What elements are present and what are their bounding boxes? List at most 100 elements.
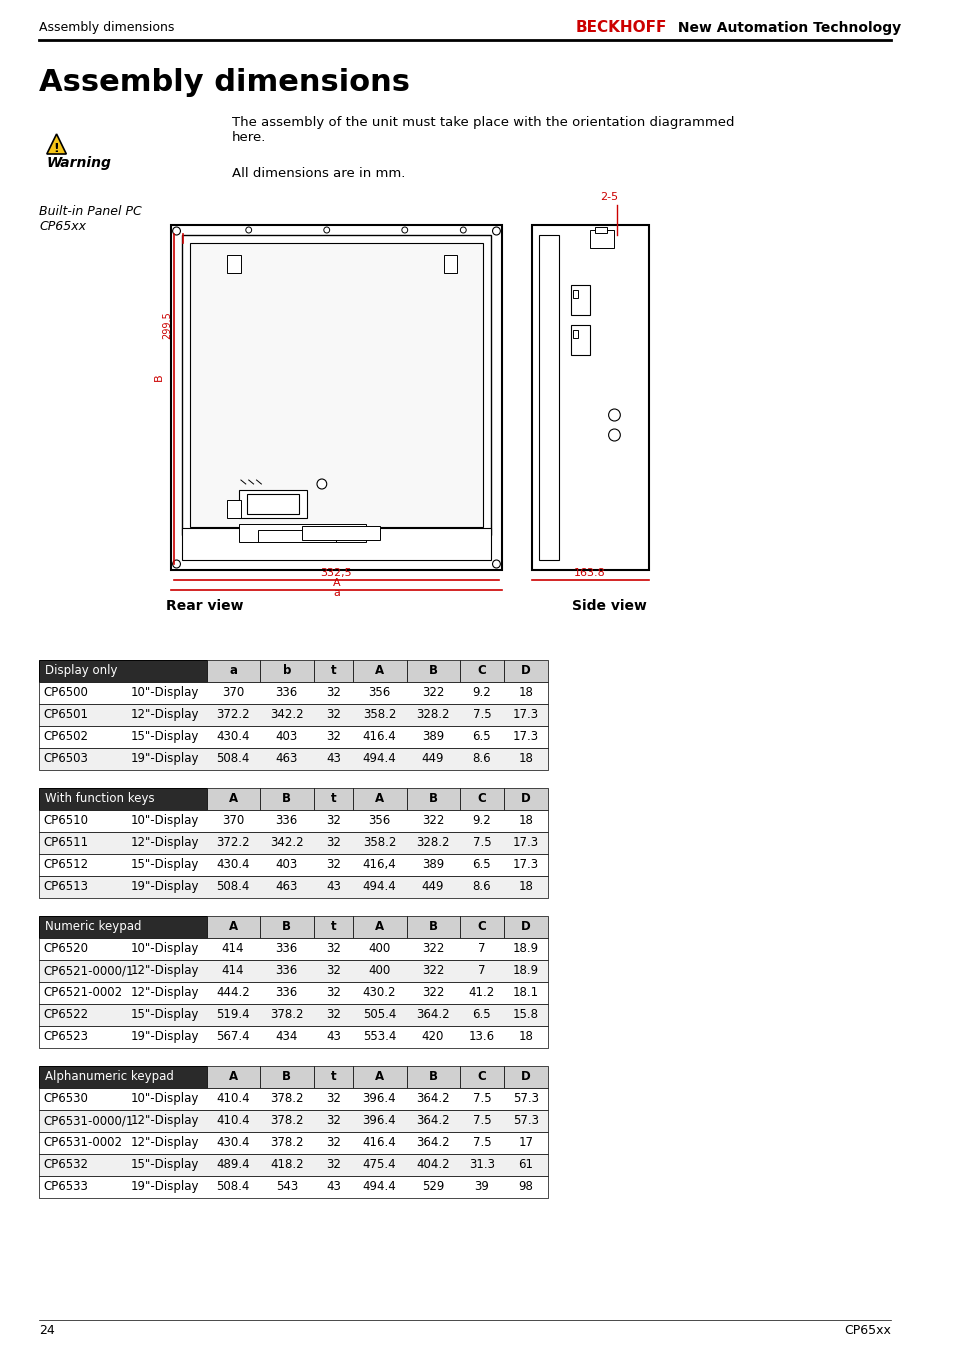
Text: 449: 449 xyxy=(421,753,444,765)
Text: 7.5: 7.5 xyxy=(472,1136,491,1148)
Bar xyxy=(504,1066,548,1088)
Text: 356: 356 xyxy=(368,815,390,827)
Text: 358.2: 358.2 xyxy=(362,836,395,848)
Text: 57.3: 57.3 xyxy=(512,1115,538,1127)
Bar xyxy=(538,235,558,561)
Text: 163.8: 163.8 xyxy=(574,567,605,578)
Bar xyxy=(39,916,207,938)
Text: 356: 356 xyxy=(368,686,390,698)
Text: 98: 98 xyxy=(517,1179,533,1193)
Text: 508.4: 508.4 xyxy=(216,1179,250,1193)
Text: 32: 32 xyxy=(326,942,340,955)
Text: 336: 336 xyxy=(275,965,297,977)
Text: 416.4: 416.4 xyxy=(362,730,395,743)
Text: 342.2: 342.2 xyxy=(270,708,303,721)
Text: 322: 322 xyxy=(421,815,444,827)
Text: 328.2: 328.2 xyxy=(416,708,449,721)
Text: 18.9: 18.9 xyxy=(512,942,538,955)
Text: 15"-Display: 15"-Display xyxy=(131,730,199,743)
Text: 7.5: 7.5 xyxy=(472,836,491,848)
Text: 299.5: 299.5 xyxy=(162,311,172,339)
Text: 403: 403 xyxy=(275,730,297,743)
Text: Warning: Warning xyxy=(47,155,112,170)
Text: Rear view: Rear view xyxy=(166,598,243,613)
Text: 12"-Display: 12"-Display xyxy=(131,986,199,998)
Text: D: D xyxy=(520,792,530,805)
Text: 553.4: 553.4 xyxy=(362,1029,395,1043)
Bar xyxy=(460,916,504,938)
Text: CP6531-0002: CP6531-0002 xyxy=(43,1136,122,1148)
Text: 19"-Display: 19"-Display xyxy=(131,753,199,765)
Text: 32: 32 xyxy=(326,986,340,998)
Text: D: D xyxy=(520,1070,530,1084)
Text: 6.5: 6.5 xyxy=(472,1008,491,1021)
Text: 418.2: 418.2 xyxy=(270,1158,303,1171)
Text: 10"-Display: 10"-Display xyxy=(131,942,199,955)
Bar xyxy=(39,725,548,748)
Bar xyxy=(353,916,406,938)
Bar xyxy=(238,524,365,542)
Text: 396.4: 396.4 xyxy=(362,1115,395,1127)
Text: B: B xyxy=(282,792,291,805)
Text: 43: 43 xyxy=(326,880,340,893)
Text: 7.5: 7.5 xyxy=(472,708,491,721)
Text: 342.2: 342.2 xyxy=(270,836,303,848)
Text: b: b xyxy=(282,663,291,677)
Bar xyxy=(39,938,548,961)
Bar xyxy=(406,916,460,938)
Bar xyxy=(460,788,504,811)
Text: B: B xyxy=(428,920,437,934)
Text: BECKHOFF: BECKHOFF xyxy=(575,20,666,35)
Text: 336: 336 xyxy=(275,815,297,827)
Text: 32: 32 xyxy=(326,708,340,721)
Text: 400: 400 xyxy=(368,965,390,977)
Text: CP6520: CP6520 xyxy=(43,942,88,955)
Bar xyxy=(39,682,548,704)
Text: CP6532: CP6532 xyxy=(43,1158,88,1171)
Bar xyxy=(207,916,260,938)
Bar xyxy=(39,1132,548,1154)
Text: 430.4: 430.4 xyxy=(216,1136,250,1148)
Text: 505.4: 505.4 xyxy=(362,1008,395,1021)
Text: 378.2: 378.2 xyxy=(270,1092,303,1105)
Text: 32: 32 xyxy=(326,965,340,977)
Bar xyxy=(227,255,241,273)
Text: CP6521-0002: CP6521-0002 xyxy=(43,986,122,998)
Text: 322: 322 xyxy=(421,942,444,955)
Text: 18.1: 18.1 xyxy=(512,986,538,998)
Text: 336: 336 xyxy=(275,686,297,698)
Text: 7: 7 xyxy=(477,942,485,955)
Circle shape xyxy=(608,409,619,422)
Text: 508.4: 508.4 xyxy=(216,880,250,893)
Text: 15"-Display: 15"-Display xyxy=(131,1008,199,1021)
Text: Side view: Side view xyxy=(572,598,646,613)
Text: A: A xyxy=(375,792,383,805)
Text: 12"-Display: 12"-Display xyxy=(131,836,199,848)
Text: 17.3: 17.3 xyxy=(512,836,538,848)
Text: 403: 403 xyxy=(275,858,297,871)
Text: 18: 18 xyxy=(517,815,533,827)
Text: 378.2: 378.2 xyxy=(270,1136,303,1148)
Text: 494.4: 494.4 xyxy=(362,1179,395,1193)
Text: A: A xyxy=(229,920,237,934)
Text: CP6512: CP6512 xyxy=(43,858,88,871)
Text: 10"-Display: 10"-Display xyxy=(131,815,199,827)
Text: 32: 32 xyxy=(326,836,340,848)
Bar xyxy=(39,661,207,682)
Text: CP6523: CP6523 xyxy=(43,1029,88,1043)
Text: D: D xyxy=(520,920,530,934)
Text: 13.6: 13.6 xyxy=(468,1029,495,1043)
Text: 414: 414 xyxy=(222,965,244,977)
Text: 7: 7 xyxy=(477,965,485,977)
Text: A: A xyxy=(229,792,237,805)
Text: D: D xyxy=(520,663,530,677)
Text: 416.4: 416.4 xyxy=(362,1136,395,1148)
Text: B: B xyxy=(428,1070,437,1084)
Text: 463: 463 xyxy=(275,753,297,765)
Circle shape xyxy=(172,227,180,235)
Text: CP6522: CP6522 xyxy=(43,1008,88,1021)
Text: 322: 322 xyxy=(421,986,444,998)
Bar xyxy=(39,982,548,1004)
Text: A: A xyxy=(375,920,383,934)
Text: 475.4: 475.4 xyxy=(362,1158,395,1171)
